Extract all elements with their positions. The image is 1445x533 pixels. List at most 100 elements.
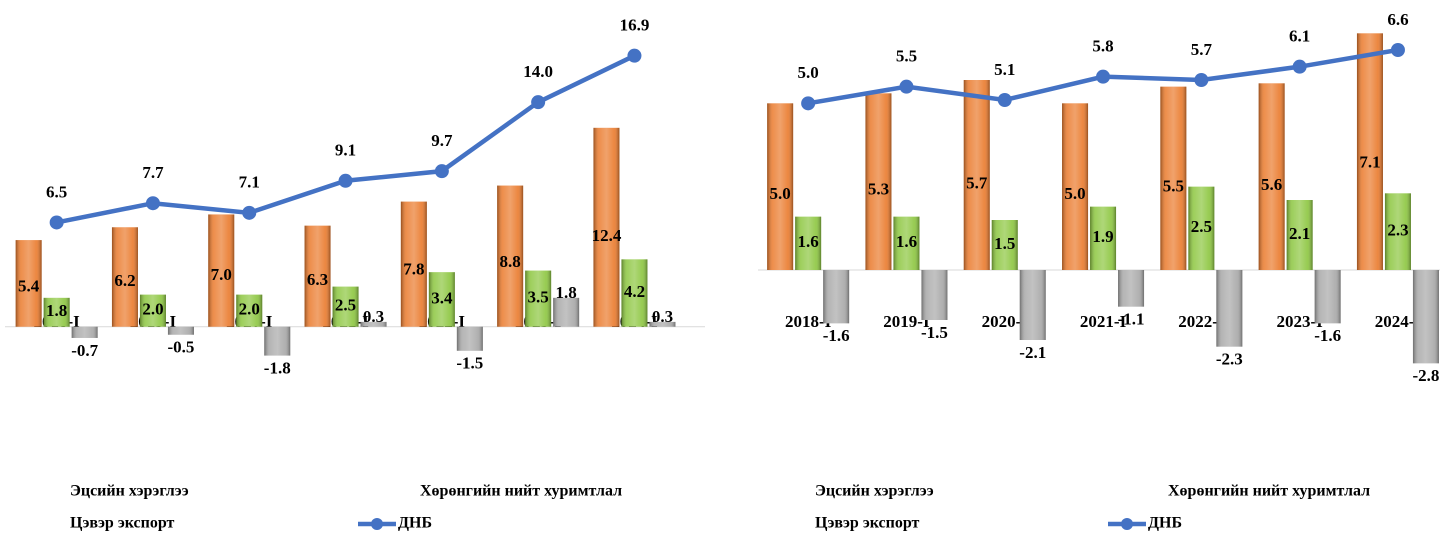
data-label: 2.5 bbox=[1191, 217, 1212, 236]
data-label: 5.5 bbox=[1163, 176, 1184, 195]
line-marker bbox=[434, 164, 449, 179]
data-label: 6.3 bbox=[307, 270, 328, 289]
bar-shade bbox=[1118, 270, 1145, 307]
data-label: -0.5 bbox=[167, 338, 194, 357]
bar-shade bbox=[428, 272, 455, 327]
bar-shade bbox=[264, 326, 291, 356]
bar-shade bbox=[332, 286, 359, 327]
line-marker bbox=[627, 48, 642, 63]
data-label: 5.7 bbox=[1191, 40, 1213, 59]
bar-shade bbox=[208, 214, 235, 327]
data-label: 7.7 bbox=[142, 163, 164, 182]
x-tick-label: 2024-I bbox=[1375, 312, 1422, 331]
data-label: -1.5 bbox=[456, 354, 483, 373]
legend-label: Хөрөнгийн нийт хуримтлал bbox=[420, 483, 622, 500]
data-label: -1.6 bbox=[1314, 326, 1341, 345]
data-label: 14.0 bbox=[523, 62, 553, 81]
data-label: 1.6 bbox=[896, 232, 917, 251]
legend-label: Цэвэр экспорт bbox=[70, 515, 175, 532]
bar-shade bbox=[921, 270, 948, 320]
bar-shade bbox=[823, 270, 850, 324]
data-label: 5.0 bbox=[798, 63, 819, 82]
data-label: 6.5 bbox=[46, 182, 67, 201]
data-label: 1.5 bbox=[994, 234, 1015, 253]
bar-shade bbox=[1314, 270, 1341, 324]
legend-label: ДНБ bbox=[398, 515, 432, 532]
bar-shade bbox=[1258, 83, 1285, 270]
data-label: 5.0 bbox=[770, 184, 791, 203]
x-tick-label: 2020-I bbox=[982, 312, 1029, 331]
data-label: 5.0 bbox=[1064, 184, 1085, 203]
bar-shade bbox=[525, 270, 552, 327]
bar-shade bbox=[304, 225, 331, 327]
bar-shade bbox=[767, 103, 794, 270]
bar-shade bbox=[111, 227, 138, 327]
data-label: 6.6 bbox=[1387, 10, 1408, 29]
data-label: -2.8 bbox=[1412, 366, 1439, 385]
bar-shade bbox=[497, 185, 524, 327]
line-marker bbox=[997, 93, 1012, 107]
bar-shade bbox=[1384, 193, 1411, 270]
line-marker bbox=[242, 205, 257, 220]
line-marker bbox=[531, 95, 546, 110]
data-label: 9.1 bbox=[335, 141, 356, 160]
bar-shade bbox=[1412, 270, 1439, 364]
x-tick-label: 2023-I bbox=[1277, 312, 1324, 331]
data-label: 6.1 bbox=[1289, 27, 1310, 46]
line-marker bbox=[801, 96, 816, 111]
data-label: 1.8 bbox=[46, 301, 67, 320]
bar-shade bbox=[400, 201, 427, 327]
bar-shade bbox=[553, 297, 580, 327]
data-label: 2.1 bbox=[1289, 224, 1310, 243]
data-label: -1.6 bbox=[823, 326, 850, 345]
bar-shade bbox=[1090, 206, 1117, 270]
line-marker bbox=[145, 196, 160, 211]
bar-shade bbox=[360, 321, 387, 327]
data-label: -1.8 bbox=[264, 358, 291, 377]
bar-shade bbox=[649, 321, 676, 327]
legend-label: Эцсийн хэрэглээ bbox=[815, 483, 934, 500]
data-label: 0.3 bbox=[363, 307, 384, 326]
bar-shade bbox=[1216, 270, 1243, 347]
data-label: 5.1 bbox=[994, 60, 1015, 79]
data-label: 9.7 bbox=[431, 131, 453, 150]
legend-label: ДНБ bbox=[1148, 515, 1182, 532]
data-label: 1.6 bbox=[798, 232, 819, 251]
data-label: 3.5 bbox=[528, 288, 549, 307]
bar-shade bbox=[1160, 86, 1187, 271]
bar-shade bbox=[1019, 270, 1046, 340]
data-label: 16.9 bbox=[620, 16, 650, 35]
line-marker bbox=[1292, 59, 1307, 74]
data-label: 1.8 bbox=[556, 283, 577, 302]
line-marker bbox=[899, 79, 914, 94]
data-label: 5.6 bbox=[1261, 175, 1282, 194]
x-tick-label: 2021-I bbox=[1080, 312, 1127, 331]
bar-shade bbox=[865, 93, 892, 270]
data-label: -0.7 bbox=[71, 341, 98, 360]
bar-shade bbox=[593, 127, 620, 327]
data-label: -1.5 bbox=[921, 323, 948, 342]
data-label: 2.5 bbox=[335, 296, 356, 315]
data-label: 7.1 bbox=[239, 173, 260, 192]
bar-shade bbox=[15, 240, 42, 327]
x-tick-label: 2018-I bbox=[785, 312, 832, 331]
bar-shade bbox=[1062, 103, 1089, 270]
data-label: 7.8 bbox=[403, 259, 424, 278]
bar-shade bbox=[1188, 186, 1215, 270]
line-marker bbox=[1390, 43, 1405, 57]
data-label: 5.8 bbox=[1092, 37, 1113, 56]
data-label: -2.1 bbox=[1019, 343, 1046, 362]
data-label: 8.8 bbox=[500, 252, 521, 271]
chart: 2018-I 2019-I 2020-I 2021-I 2022-I 2023-I 2024… bbox=[758, 10, 1440, 532]
line-marker bbox=[49, 215, 64, 230]
x-tick-label: 2019-I bbox=[883, 312, 930, 331]
bar-shade bbox=[43, 297, 70, 327]
legend-label: Хөрөнгийн нийт хуримтлал bbox=[1168, 483, 1370, 500]
x-tick-label: 2022-I bbox=[1178, 312, 1225, 331]
data-label: 4.2 bbox=[624, 282, 645, 301]
data-label: 7.0 bbox=[211, 265, 232, 284]
legend-marker bbox=[1121, 518, 1133, 530]
bar-shade bbox=[1286, 200, 1313, 270]
bar-shade bbox=[71, 326, 98, 338]
